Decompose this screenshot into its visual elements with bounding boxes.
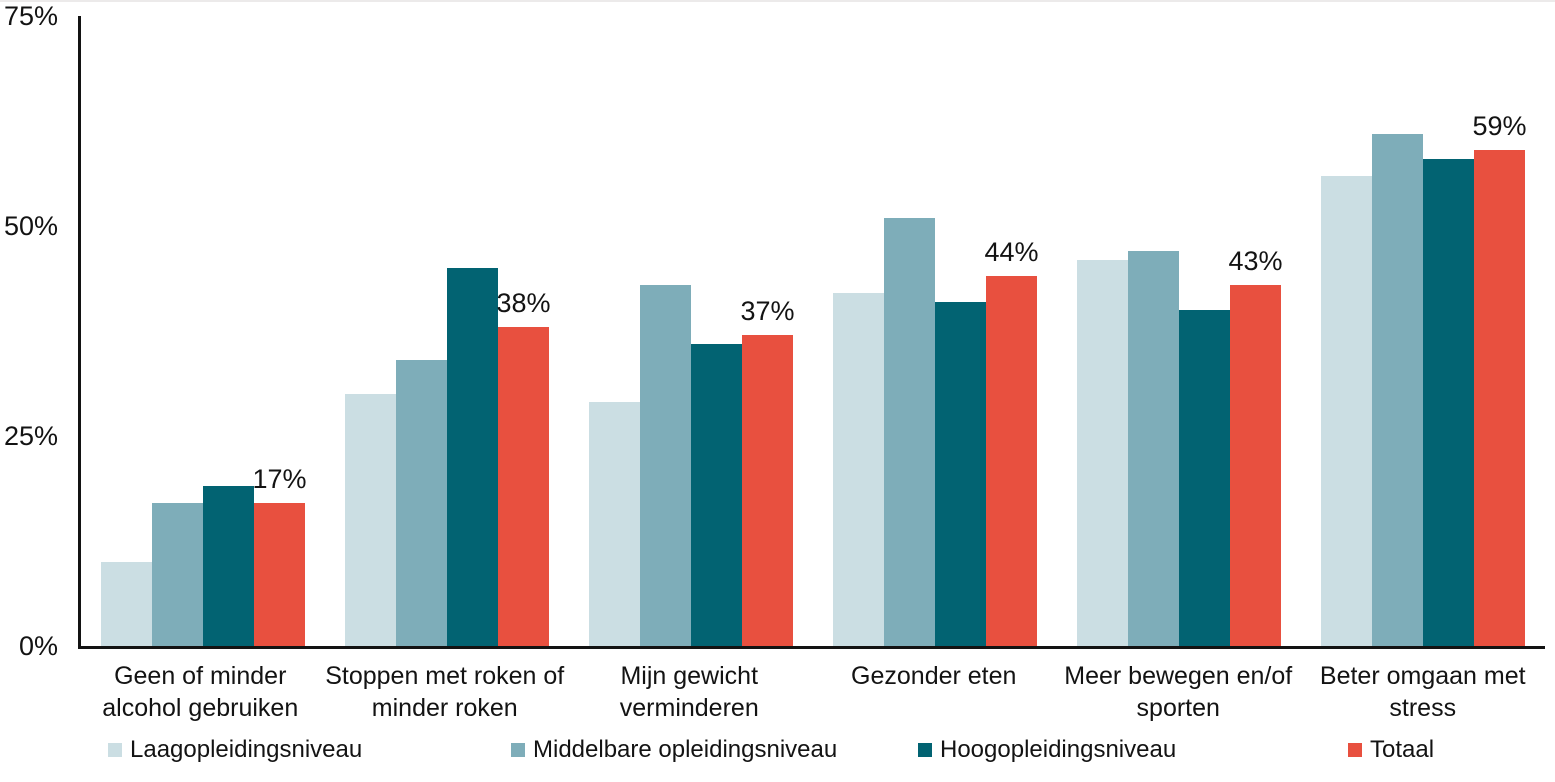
bar-group-mijn-gewicht-verminderen: 37% <box>569 16 813 646</box>
category-label-gezonder-eten: Gezonder eten <box>812 660 1057 724</box>
bar-group-beter-omgaan-met-stress: 59% <box>1301 16 1545 646</box>
legend-swatch-hoogopleidingsniveau <box>918 743 932 757</box>
category-label-line: Geen of minder <box>114 662 287 690</box>
totaal-value-label: 44% <box>984 237 1039 268</box>
legend-item-totaal: Totaal <box>1348 736 1434 764</box>
category-label-line: alcohol gebruiken <box>102 694 299 722</box>
bar-middelbare-opleidingsniveau <box>396 360 447 646</box>
category-label-line: Meer bewegen en/of <box>1064 662 1293 690</box>
category-label-line: Mijn gewicht <box>620 662 759 690</box>
category-label-line: stress <box>1389 694 1457 722</box>
bar-group-stoppen-met-roken-of-minder-roken: 38% <box>325 16 569 646</box>
bar-totaal: 44% <box>984 237 1039 646</box>
y-axis-tick-label: 25% <box>3 421 58 451</box>
bar-group-meer-bewegen-en-of-sporten: 43% <box>1057 16 1301 646</box>
bar-laagopleidingsniveau <box>1077 259 1128 646</box>
legend: Laagopleidingsniveau Middelbare opleiding… <box>0 736 1555 766</box>
bar-laagopleidingsniveau <box>833 293 884 646</box>
totaal-value-label: 38% <box>496 287 551 318</box>
totaal-value-label: 59% <box>1472 111 1527 142</box>
bar-hoogopleidingsniveau <box>1423 158 1474 646</box>
y-axis-tick-label: 0% <box>18 631 58 661</box>
bar-middelbare-opleidingsniveau <box>1372 133 1423 646</box>
legend-item-laagopleidingsniveau: Laagopleidingsniveau <box>108 736 362 764</box>
category-label-line: Stoppen met roken of <box>325 662 565 690</box>
legend-item-hoogopleidingsniveau: Hoogopleidingsniveau <box>918 736 1176 764</box>
category-label-line: Gezonder eten <box>851 662 1017 690</box>
y-axis-tick-label: 75% <box>3 1 58 31</box>
totaal-value-label: 37% <box>740 296 795 327</box>
bar-laagopleidingsniveau <box>1321 175 1372 646</box>
category-label-stoppen-met-roken-of-minder-roken: Stoppen met roken of minder roken <box>323 660 568 724</box>
category-label-beter-omgaan-met-stress: Beter omgaan met stress <box>1301 660 1546 724</box>
bar-middelbare-opleidingsniveau <box>884 217 935 646</box>
bar-hoogopleidingsniveau <box>447 268 498 646</box>
bar-hoogopleidingsniveau <box>203 486 254 646</box>
bar-hoogopleidingsniveau <box>1179 310 1230 646</box>
bar-totaal: 17% <box>252 464 307 646</box>
bar-groups: 17% 38% 37% 44% 43% 59% <box>81 16 1545 646</box>
bar-hoogopleidingsniveau <box>935 301 986 646</box>
category-label-line: sporten <box>1136 694 1220 722</box>
bar-laagopleidingsniveau <box>345 394 396 646</box>
x-axis-labels: Geen of minder alcohol gebruiken Stoppen m… <box>78 660 1545 724</box>
bar-laagopleidingsniveau <box>589 402 640 646</box>
y-axis-tick-label: 50% <box>3 211 58 241</box>
bar-group-gezonder-eten: 44% <box>813 16 1057 646</box>
legend-item-middelbare-opleidingsniveau: Middelbare opleidingsniveau <box>511 736 837 764</box>
legend-swatch-totaal <box>1348 743 1362 757</box>
bar-group-geen-of-minder-alcohol-gebruiken: 17% <box>81 16 325 646</box>
bar-totaal: 37% <box>740 296 795 646</box>
legend-swatch-middelbare-opleidingsniveau <box>511 743 525 757</box>
legend-swatch-laagopleidingsniveau <box>108 743 122 757</box>
category-label-geen-of-minder-alcohol-gebruiken: Geen of minder alcohol gebruiken <box>78 660 323 724</box>
category-label-meer-bewegen-en-of-sporten: Meer bewegen en/of sporten <box>1056 660 1301 724</box>
totaal-value-label: 43% <box>1228 245 1283 276</box>
category-label-line: Beter omgaan met <box>1319 662 1526 690</box>
top-divider <box>0 0 1555 2</box>
y-axis: 0% 25% 50% 75% <box>0 0 58 782</box>
bar-middelbare-opleidingsniveau <box>152 503 203 646</box>
legend-label: Middelbare opleidingsniveau <box>533 736 838 763</box>
bar-totaal: 59% <box>1472 111 1527 646</box>
bar-hoogopleidingsniveau <box>691 343 742 646</box>
totaal-value-label: 17% <box>252 464 307 495</box>
category-label-line: verminderen <box>619 694 759 722</box>
bar-middelbare-opleidingsniveau <box>1128 251 1179 646</box>
plot-area: 17% 38% 37% 44% 43% 59% <box>78 16 1545 649</box>
bar-laagopleidingsniveau <box>101 562 152 646</box>
legend-label: Totaal <box>1370 736 1435 763</box>
legend-label: Hoogopleidingsniveau <box>940 736 1177 763</box>
bar-totaal: 38% <box>496 288 551 646</box>
bar-middelbare-opleidingsniveau <box>640 284 691 646</box>
bar-totaal: 43% <box>1228 246 1283 646</box>
legend-label: Laagopleidingsniveau <box>130 736 363 763</box>
category-label-mijn-gewicht-verminderen: Mijn gewicht verminderen <box>567 660 812 724</box>
category-label-line: minder roken <box>371 694 518 722</box>
